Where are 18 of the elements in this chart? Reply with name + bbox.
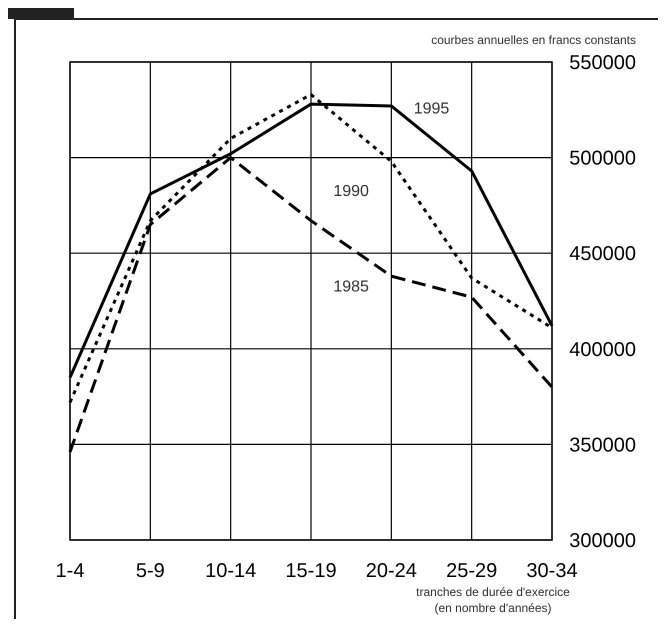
x-tick-label: 5-9 <box>136 560 165 582</box>
x-tick-label: 15-19 <box>285 560 337 582</box>
y-tick-label: 550000 <box>569 52 636 74</box>
series-label: 1990 <box>333 182 370 200</box>
y-tick-label: 350000 <box>569 434 636 456</box>
y-tick-label: 450000 <box>569 243 636 266</box>
x-axis-title: tranches de durée d'exercice (en nombre d'années) <box>416 585 570 615</box>
y-tick-label: 300000 <box>569 530 636 552</box>
y-axis-title: courbes annuelles en francs constants <box>431 33 636 47</box>
y-tick-label: 400000 <box>569 338 636 361</box>
y-tick-label: 500000 <box>569 148 636 170</box>
x-tick-label: 1-4 <box>56 560 84 582</box>
x-tick-label: 10-14 <box>205 560 256 582</box>
x-tick-label: 20-24 <box>366 560 417 582</box>
x-tick-label: 25-29 <box>446 560 498 582</box>
series-label: 1985 <box>333 278 370 296</box>
x-tick-label: 30-34 <box>526 560 578 582</box>
series-label: 1995 <box>414 100 450 118</box>
